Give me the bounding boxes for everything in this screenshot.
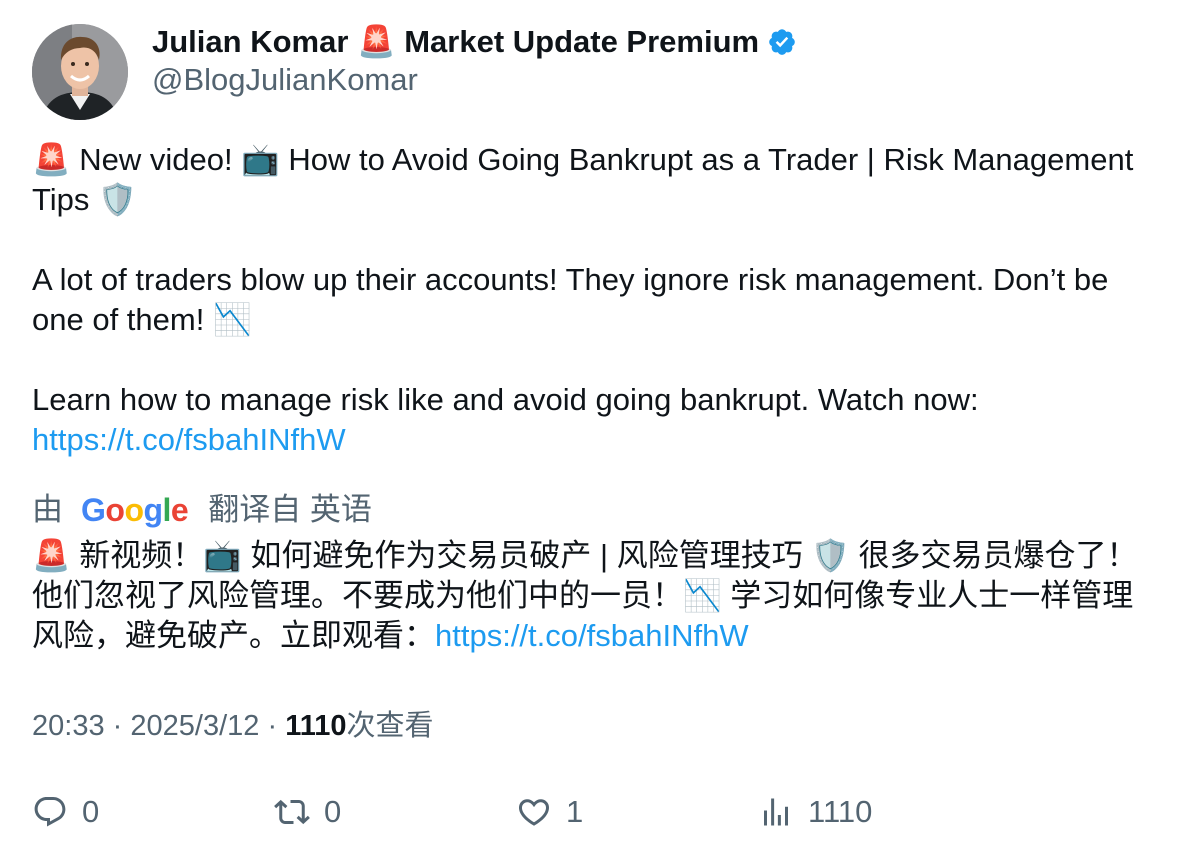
tweet-text: 🚨 New video! 📺 How to Avoid Going Bankru… [32, 140, 1162, 460]
tweet-paragraph-1: 🚨 New video! 📺 How to Avoid Going Bankru… [32, 142, 1134, 217]
retweet-icon [274, 799, 310, 825]
display-name-text: Julian Komar 🚨 Market Update Premium [152, 24, 760, 59]
translation-attribution: 由 Google 翻译自 英语 [32, 490, 1162, 530]
translated-text-body: 🚨 新视频！📺 如何避免作为交易员破产 | 风险管理技巧 🛡️ 很多交易员爆仓了… [32, 538, 1138, 653]
google-logo: Google [81, 492, 189, 528]
translated-text: 🚨 新视频！📺 如何避免作为交易员破产 | 风险管理技巧 🛡️ 很多交易员爆仓了… [32, 536, 1162, 656]
retweet-count: 0 [324, 794, 342, 829]
retweet-button[interactable]: 0 [274, 792, 341, 832]
tweet-paragraph-2: A lot of traders blow up their accounts!… [32, 262, 1109, 337]
views-button[interactable]: 1110 [758, 792, 872, 832]
reply-count: 0 [82, 794, 100, 829]
reply-button[interactable]: 0 [32, 792, 99, 832]
views-label: 次查看 [346, 710, 434, 742]
meta-separator: · [267, 710, 278, 742]
tweet-link[interactable]: https://t.co/fsbahINfhW [32, 422, 346, 457]
tweet: Julian Komar 🚨 Market Update Premium @Bl… [32, 24, 1162, 746]
like-count: 1 [566, 794, 584, 829]
meta-separator: · [112, 710, 123, 742]
author-names: Julian Komar 🚨 Market Update Premium @Bl… [152, 24, 797, 100]
tweet-actions: 0 0 1 1110 [32, 792, 1162, 832]
translated-link[interactable]: https://t.co/fsbahINfhW [435, 618, 749, 653]
avatar[interactable] [32, 24, 128, 120]
translation-prefix: 由 [32, 492, 63, 527]
tweet-meta: 20:33 · 2025/3/12 · 1110次查看 [32, 706, 1162, 746]
author-display-name[interactable]: Julian Komar 🚨 Market Update Premium [152, 24, 797, 60]
reply-icon [34, 797, 66, 827]
tweet-header: Julian Komar 🚨 Market Update Premium @Bl… [32, 24, 1162, 120]
views-action-count: 1110 [808, 794, 873, 829]
verified-badge-icon [767, 27, 797, 57]
author-handle[interactable]: @BlogJulianKomar [152, 62, 418, 97]
tweet-date[interactable]: 2025/3/12 [130, 710, 260, 742]
tweet-paragraph-3-text: Learn how to manage risk like and avoid … [32, 382, 979, 417]
heart-icon [518, 799, 550, 826]
avatar-image [32, 24, 128, 120]
like-button[interactable]: 1 [516, 792, 583, 832]
analytics-icon [764, 798, 788, 826]
tweet-paragraph-3: Learn how to manage risk like and avoid … [32, 380, 1162, 460]
views-count: 1110 [285, 710, 347, 742]
tweet-time[interactable]: 20:33 [32, 710, 105, 742]
translation-source-language: 翻译自 英语 [208, 492, 372, 527]
